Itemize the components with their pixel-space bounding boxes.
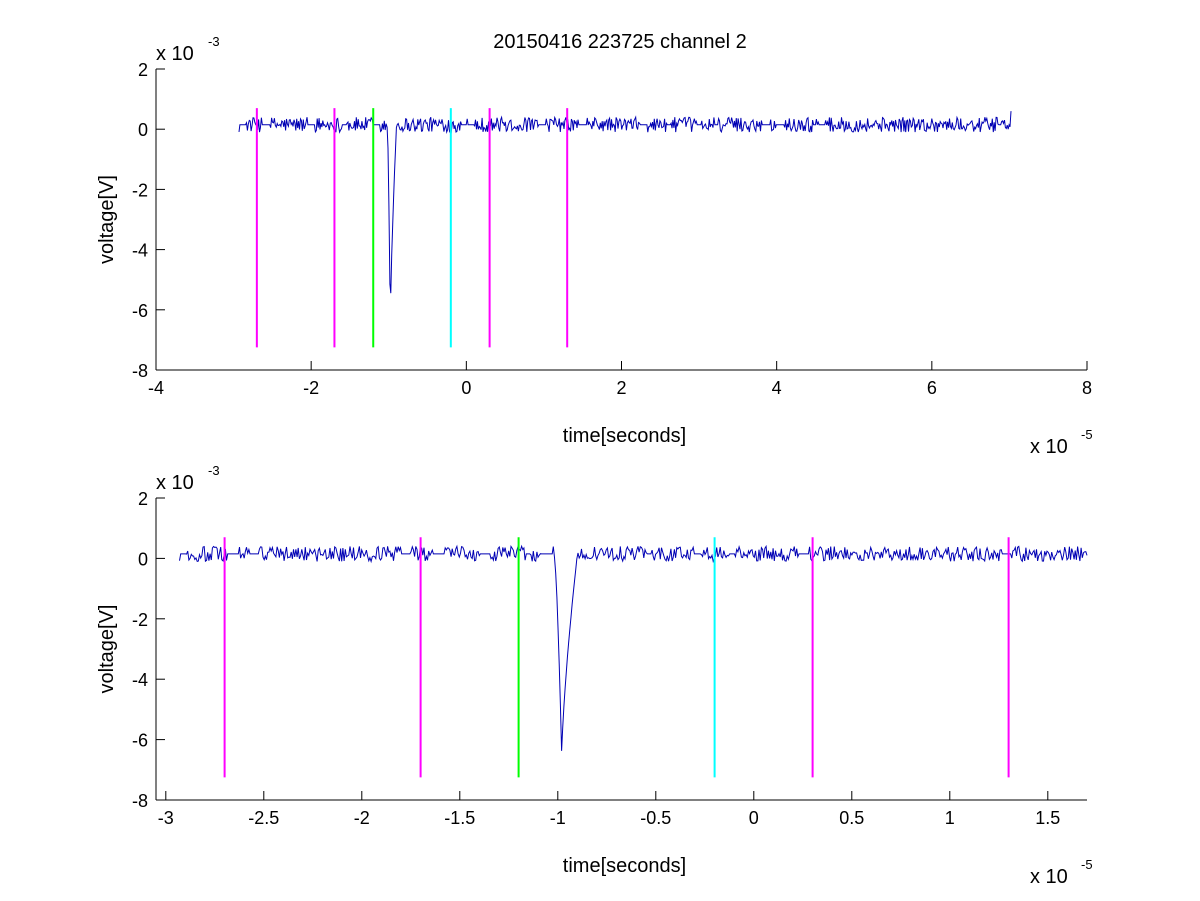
x-tick-label: -1.5	[444, 808, 475, 828]
y-tick-label: 2	[138, 60, 148, 80]
signal-trace	[179, 544, 1088, 751]
x-exponent-power: -5	[1081, 427, 1093, 442]
signal-trace	[238, 111, 1012, 294]
x-tick-label: 0.5	[839, 808, 864, 828]
x-tick-label: 4	[772, 378, 782, 398]
y-tick-label: -4	[132, 670, 148, 690]
y-tick-label: -2	[132, 180, 148, 200]
x-tick-label: -3	[158, 808, 174, 828]
y-tick-label: -8	[132, 361, 148, 381]
y-tick-label: 0	[138, 120, 148, 140]
y-tick-label: 0	[138, 549, 148, 569]
x-exponent-power: -5	[1081, 857, 1093, 872]
x-tick-label: 0	[461, 378, 471, 398]
y-tick-label: -6	[132, 731, 148, 751]
x-axis-label: time[seconds]	[563, 855, 686, 877]
plot-top: -4 -2 0 2 4 6 8 -8 -6 -4 -2 0 2 time[seconds] voltage[…	[96, 34, 1093, 458]
x-tick-label: -4	[148, 378, 164, 398]
x-tick-label: 2	[616, 378, 626, 398]
y-exponent-label: x 10	[156, 43, 194, 65]
plots: -4 -2 0 2 4 6 8 -8 -6 -4 -2 0 2 time[seconds] voltage[…	[96, 34, 1093, 888]
y-tick-label: -2	[132, 610, 148, 630]
x-tick-label: -2	[354, 808, 370, 828]
x-exponent-label: x 10	[1030, 866, 1068, 888]
x-tick-label: 6	[927, 378, 937, 398]
x-exponent-label: x 10	[1030, 436, 1068, 458]
y-exponent-label: x 10	[156, 472, 194, 494]
y-tick-label: -4	[132, 241, 148, 261]
x-tick-label: 0	[749, 808, 759, 828]
y-axis-label: voltage[V]	[96, 605, 118, 694]
x-tick-label: -2	[303, 378, 319, 398]
figure-title: 20150416 223725 channel 2	[493, 31, 747, 53]
y-tick-label: -6	[132, 301, 148, 321]
y-axis-label: voltage[V]	[96, 175, 118, 264]
plot-bottom: -3 -2.5 -2 -1.5 -1 -0.5 0 0.5 1 1.5 -8 -6 -4 -2 0 2 time…	[96, 463, 1093, 888]
y-tick-label: 2	[138, 489, 148, 509]
y-exponent-power: -3	[208, 34, 220, 49]
y-tick-label: -8	[132, 791, 148, 811]
x-tick-label: -0.5	[640, 808, 671, 828]
x-tick-label: 1.5	[1035, 808, 1060, 828]
x-axis-label: time[seconds]	[563, 425, 686, 447]
x-tick-label: 8	[1082, 378, 1092, 398]
x-tick-label: 1	[945, 808, 955, 828]
y-exponent-power: -3	[208, 463, 220, 478]
x-tick-label: -2.5	[248, 808, 279, 828]
x-tick-label: -1	[550, 808, 566, 828]
